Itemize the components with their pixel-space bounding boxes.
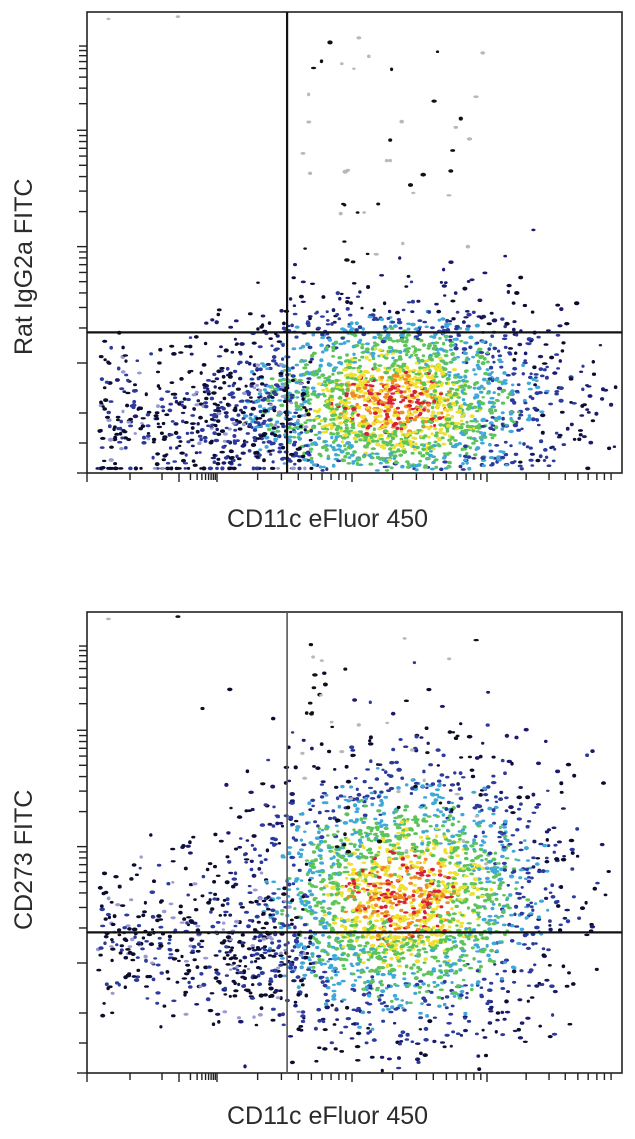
data-points xyxy=(95,15,618,472)
y-axis-ticks xyxy=(77,645,87,1074)
x-axis-label-1: CD11c eFluor 450 xyxy=(227,505,429,533)
y-axis-label-2: CD273 FITC xyxy=(10,789,38,930)
x-axis-ticks xyxy=(86,1073,612,1082)
plot-frame xyxy=(86,611,623,1074)
x-axis-label-2: CD11c eFluor 450 xyxy=(227,1102,429,1130)
x-axis-ticks xyxy=(86,473,612,482)
plot-panel-2: CD273 FITC CD11c eFluor 450 xyxy=(0,600,635,1139)
scatter-plot-2 xyxy=(77,611,623,1082)
scatter-plot-1 xyxy=(77,11,623,482)
plot-panel-1: Rat IgG2a FITC CD11c eFluor 450 xyxy=(0,0,635,560)
data-points xyxy=(95,615,611,1073)
plot-frame xyxy=(86,11,623,474)
y-axis-ticks xyxy=(77,45,87,474)
y-axis-label-1: Rat IgG2a FITC xyxy=(10,178,38,355)
